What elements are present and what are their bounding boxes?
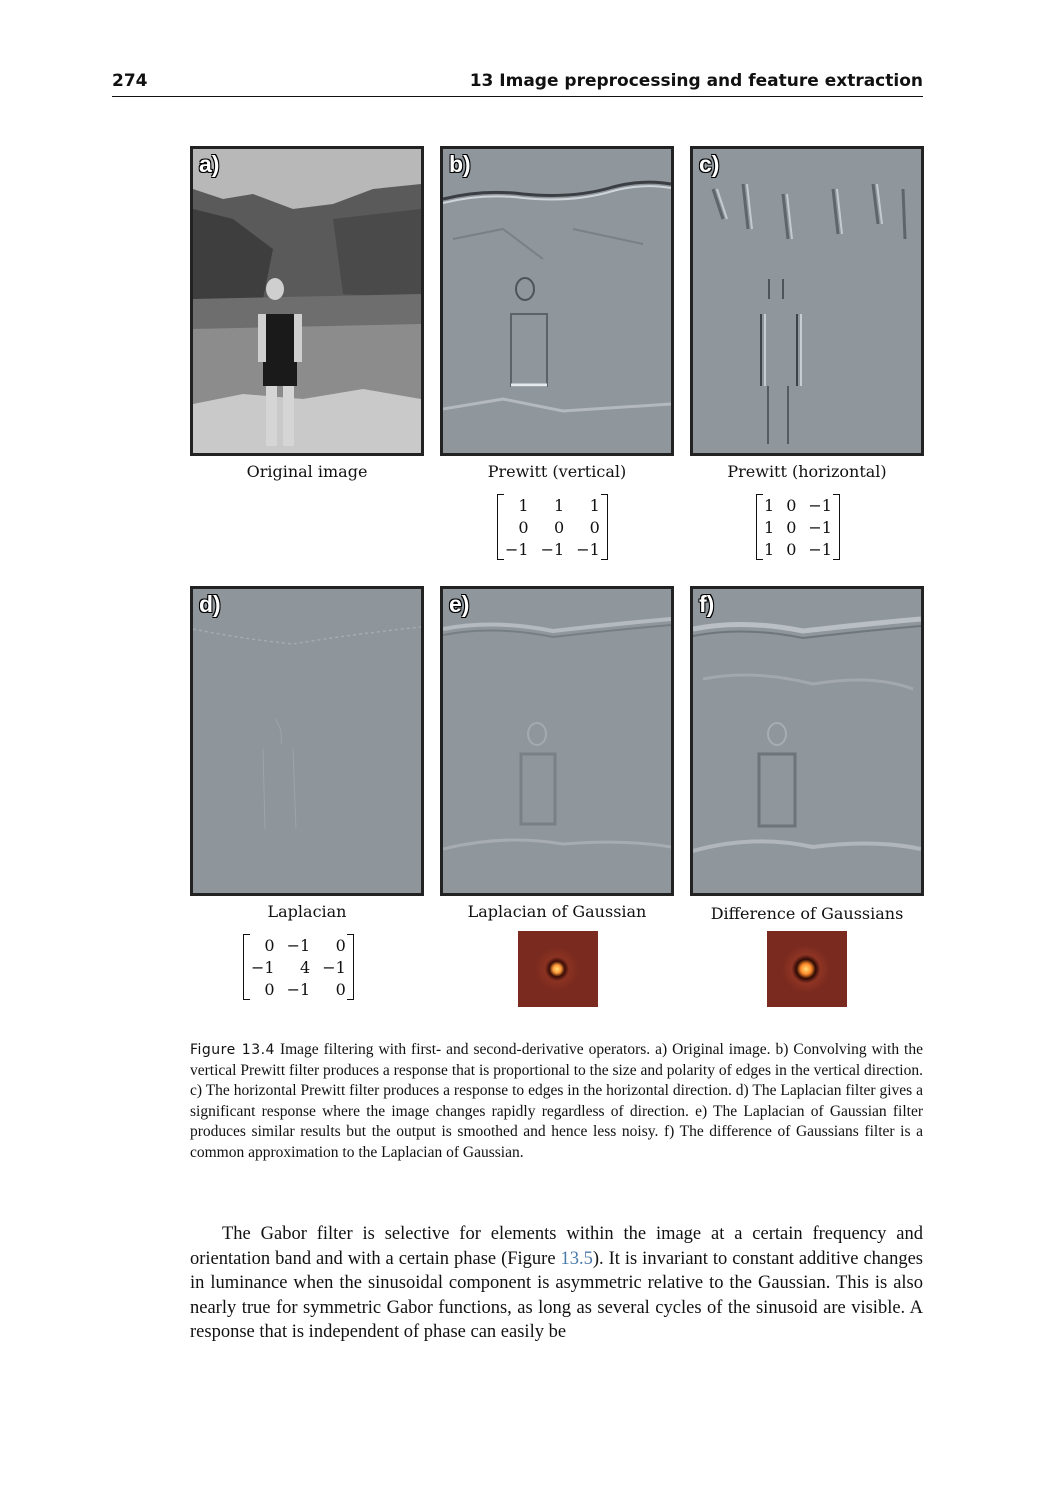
- body-text-start: The Gabor filter is selective for elemen…: [190, 1224, 923, 1269]
- caption-difference-of-gaussians: Difference of Gaussians: [710, 904, 904, 923]
- caption-prewitt-vertical: Prewitt (vertical): [487, 462, 627, 481]
- panel-f-difference-of-gaussians: f): [690, 586, 924, 896]
- body-text-end: ). It is invariant to constant additive …: [190, 1248, 923, 1343]
- panel-c-prewitt-horizontal: c): [690, 146, 924, 456]
- dog-kernel-image: [767, 931, 847, 1007]
- figure-caption: Figure 13.4 Image filtering with first- …: [190, 1040, 923, 1163]
- original-photo: [193, 149, 421, 453]
- panel-label: d): [199, 591, 221, 617]
- matrix-prewitt-horizontal: 1 0 −1 1 0 −1 1 0 −1: [756, 494, 840, 560]
- page-number: 274: [112, 71, 148, 91]
- figure-label: Figure 13.4: [190, 1042, 275, 1058]
- laplacian-image: [193, 589, 421, 893]
- panel-label: f): [699, 591, 715, 617]
- caption-original-image: Original image: [246, 462, 368, 481]
- panel-a-original-image: a): [190, 146, 424, 456]
- panel-label: e): [449, 591, 470, 617]
- caption-laplacian-of-gaussian: Laplacian of Gaussian: [467, 902, 647, 921]
- figure-caption-text: Image filtering with first- and second-d…: [190, 1041, 923, 1161]
- log-image: [443, 589, 671, 893]
- panel-d-laplacian: d): [190, 586, 424, 896]
- body-paragraph: The Gabor filter is selective for elemen…: [190, 1222, 923, 1345]
- prewitt-horizontal-image: [693, 149, 921, 453]
- panel-e-laplacian-of-gaussian: e): [440, 586, 674, 896]
- dog-image: [693, 589, 921, 893]
- prewitt-vertical-image: [443, 149, 671, 453]
- figure-reference-link[interactable]: 13.5: [560, 1248, 593, 1269]
- panel-b-prewitt-vertical: b): [440, 146, 674, 456]
- caption-prewitt-horizontal: Prewitt (horizontal): [727, 462, 887, 481]
- matrix-laplacian: 0 −1 0 −1 4 −1 0 −1 0: [243, 934, 354, 1000]
- log-kernel-image: [518, 931, 598, 1007]
- chapter-title: 13 Image preprocessing and feature extra…: [469, 71, 923, 91]
- panel-label: b): [449, 151, 471, 177]
- running-header: 274 13 Image preprocessing and feature e…: [112, 68, 923, 97]
- panel-label: a): [199, 151, 220, 177]
- caption-laplacian: Laplacian: [267, 902, 347, 921]
- panel-label: c): [699, 151, 720, 177]
